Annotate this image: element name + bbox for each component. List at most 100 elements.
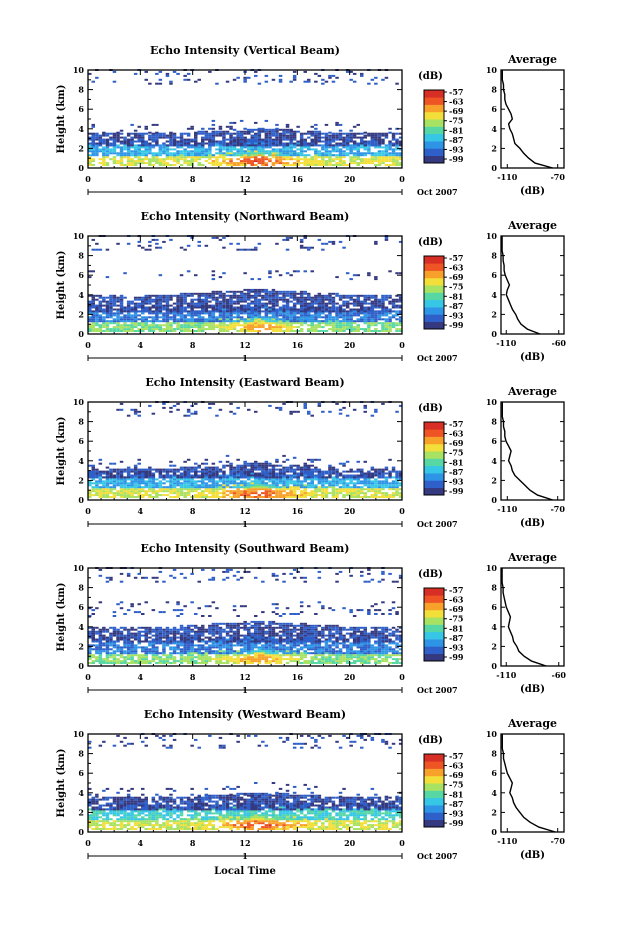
- heatmap-cell: [370, 154, 375, 157]
- heatmap-cell: [331, 482, 336, 485]
- heatmap-cell: [109, 296, 113, 299]
- heatmap-cell: [102, 296, 106, 299]
- heatmap-cell: [91, 144, 95, 147]
- colorbar-segment: [424, 133, 444, 142]
- heatmap-cell: [229, 468, 233, 471]
- heatmap-cell: [374, 488, 378, 491]
- heatmap-cell: [225, 314, 230, 317]
- heatmap-cell: [186, 302, 191, 305]
- heatmap-cell: [215, 162, 219, 165]
- heatmap-cell: [398, 472, 403, 475]
- heatmap-cell: [151, 123, 156, 126]
- heatmap-cell: [303, 322, 307, 325]
- heatmap-cell: [381, 134, 385, 137]
- heatmap-cell: [201, 300, 205, 303]
- heatmap-cell: [194, 292, 198, 295]
- heatmap-cell: [338, 150, 343, 153]
- heatmap-cell: [247, 290, 251, 293]
- heatmap-cell: [186, 138, 191, 141]
- heatmap-cell: [278, 160, 283, 163]
- heatmap-cell: [165, 162, 170, 165]
- heatmap-cell: [155, 478, 159, 481]
- heatmap-cell: [367, 484, 371, 487]
- heatmap-cell: [119, 482, 124, 485]
- x-tick-label: 12: [239, 174, 250, 184]
- heatmap-cell: [271, 482, 276, 485]
- heatmap-cell: [303, 302, 307, 305]
- heatmap-cell: [310, 318, 314, 321]
- heatmap-cell: [137, 472, 141, 475]
- heatmap-cell: [141, 144, 145, 147]
- heatmap-cell: [381, 314, 385, 317]
- heatmap-cell: [137, 486, 141, 489]
- heatmap-cell: [250, 310, 254, 313]
- heatmap-cell: [261, 142, 265, 145]
- heatmap-cell: [321, 484, 325, 487]
- heatmap-cell: [225, 318, 230, 321]
- heatmap-cell: [186, 132, 191, 135]
- heatmap-cell: [384, 468, 389, 471]
- heatmap-cell: [105, 490, 110, 493]
- heatmap-cell: [218, 142, 223, 145]
- heatmap-cell: [141, 302, 145, 305]
- heatmap-cell: [176, 312, 180, 315]
- heatmap-cell: [95, 314, 99, 317]
- y-tick-label: 10: [73, 65, 85, 75]
- heatmap-cell: [307, 248, 311, 251]
- heatmap-cell: [208, 468, 212, 471]
- heatmap-cell: [112, 312, 117, 315]
- heatmap-cell: [254, 496, 258, 498]
- heatmap-cell: [257, 316, 262, 319]
- heatmap-cell: [317, 488, 322, 491]
- heatmap-cell: [204, 136, 209, 139]
- heatmap-cell: [229, 136, 233, 139]
- heatmap-cell: [324, 156, 329, 159]
- heatmap-cell: [95, 320, 99, 323]
- heatmap-cell: [130, 123, 134, 126]
- heatmap-cell: [172, 316, 177, 319]
- heatmap-cell: [239, 330, 244, 332]
- heatmap-cell: [271, 312, 276, 315]
- heatmap-cell: [314, 328, 318, 331]
- heatmap-cell: [275, 326, 279, 329]
- heatmap-cell: [395, 300, 399, 303]
- heatmap-cell: [384, 494, 389, 497]
- heatmap-cell: [388, 164, 392, 166]
- heatmap-cell: [367, 310, 371, 313]
- heatmap-cell: [292, 468, 297, 471]
- heatmap-cell: [172, 148, 177, 151]
- heatmap-cell: [257, 82, 262, 85]
- heatmap-cell: [388, 488, 392, 491]
- heatmap-cell: [349, 156, 353, 159]
- heatmap-cell: [201, 150, 205, 153]
- heatmap-cell: [236, 468, 240, 471]
- heatmap-cell: [278, 480, 283, 483]
- heatmap-cell: [303, 138, 307, 141]
- heatmap-cell: [236, 406, 240, 409]
- heatmap-cell: [105, 152, 110, 155]
- heatmap-cell: [275, 242, 279, 245]
- heatmap-cell: [151, 312, 156, 315]
- heatmap-cell: [91, 474, 95, 477]
- heatmap-cell: [91, 494, 95, 497]
- heatmap-cell: [285, 316, 290, 319]
- heatmap-cell: [282, 314, 286, 317]
- heatmap-cell: [144, 132, 148, 135]
- heatmap-cell: [275, 490, 279, 493]
- heatmap-cell: [363, 300, 367, 303]
- heatmap-cell: [123, 478, 127, 481]
- heatmap-cell: [155, 134, 159, 137]
- heatmap-cell: [278, 474, 283, 477]
- heatmap-cell: [367, 476, 371, 479]
- heatmap-cell: [331, 486, 336, 489]
- heatmap-cell: [236, 158, 240, 161]
- heatmap-cell: [211, 298, 216, 301]
- heatmap-cell: [363, 148, 367, 151]
- heatmap-cell: [391, 158, 396, 161]
- heatmap-cell: [363, 308, 367, 311]
- heatmap-cell: [186, 164, 191, 166]
- heatmap-cell: [151, 156, 156, 159]
- heatmap-cell: [317, 152, 322, 155]
- heatmap-cell: [335, 276, 339, 279]
- heatmap-cell: [133, 472, 138, 475]
